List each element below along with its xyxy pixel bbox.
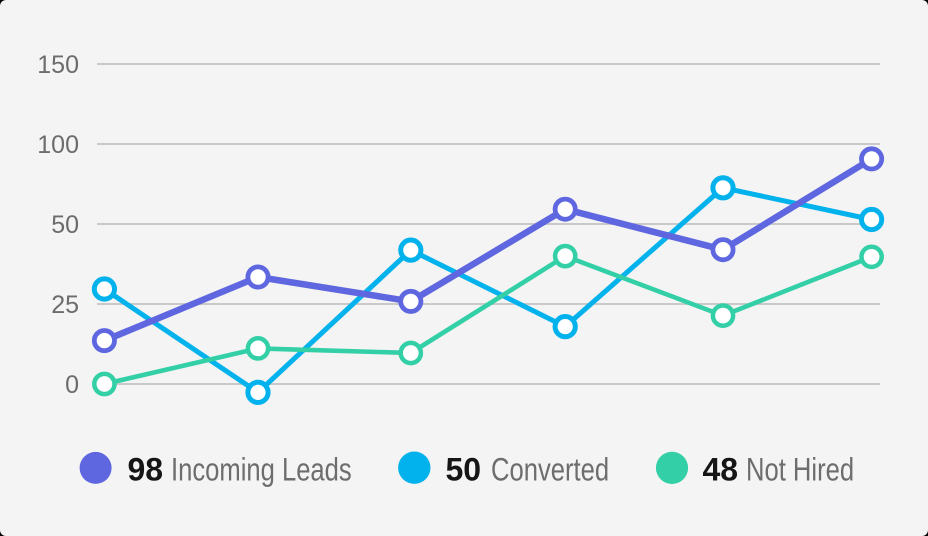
svg-text:0: 0 <box>65 371 79 399</box>
svg-text:50: 50 <box>446 451 482 487</box>
svg-text:Converted: Converted <box>491 453 609 488</box>
svg-text:98: 98 <box>128 451 164 487</box>
svg-text:100: 100 <box>37 131 79 159</box>
svg-text:Not Hired: Not Hired <box>746 453 854 488</box>
svg-text:48: 48 <box>703 451 739 487</box>
svg-text:150: 150 <box>37 51 79 79</box>
svg-text:25: 25 <box>51 291 79 319</box>
svg-text:50: 50 <box>51 211 79 239</box>
svg-text:Incoming Leads: Incoming Leads <box>171 453 352 488</box>
